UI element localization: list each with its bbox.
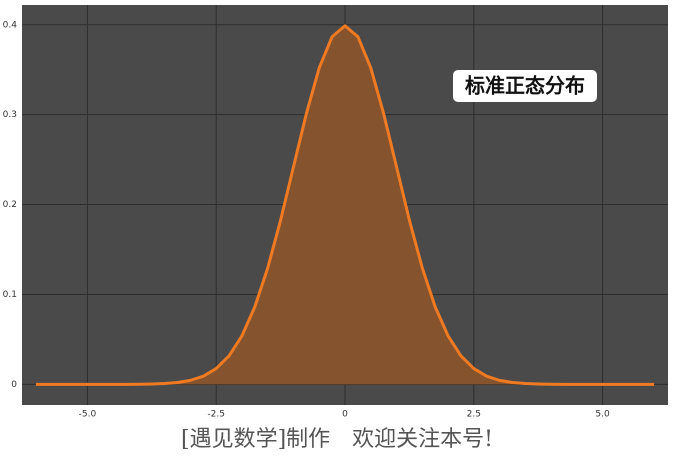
line — [35, 24, 655, 386]
area — [35, 25, 655, 385]
x-tick-label: -5.0 — [79, 410, 97, 420]
x-tick-label: 0 — [342, 410, 348, 420]
y-tick-label: 0.2 — [3, 200, 17, 210]
y-tick-label: 0 — [11, 380, 17, 390]
x-tick-label: 5.0 — [595, 410, 610, 420]
y-tick-label: 0.4 — [3, 20, 18, 30]
x-tick-label: -2.5 — [207, 410, 225, 420]
y-tick-label: 0.3 — [3, 110, 17, 120]
footer: [遇见数学]制作 欢迎关注本号! — [181, 427, 493, 452]
annotation: 标准正态分布 — [465, 74, 585, 98]
y-tick-label: 0.1 — [3, 290, 17, 300]
annotation-box — [453, 70, 597, 102]
x-tick-label: 2.5 — [467, 410, 481, 420]
